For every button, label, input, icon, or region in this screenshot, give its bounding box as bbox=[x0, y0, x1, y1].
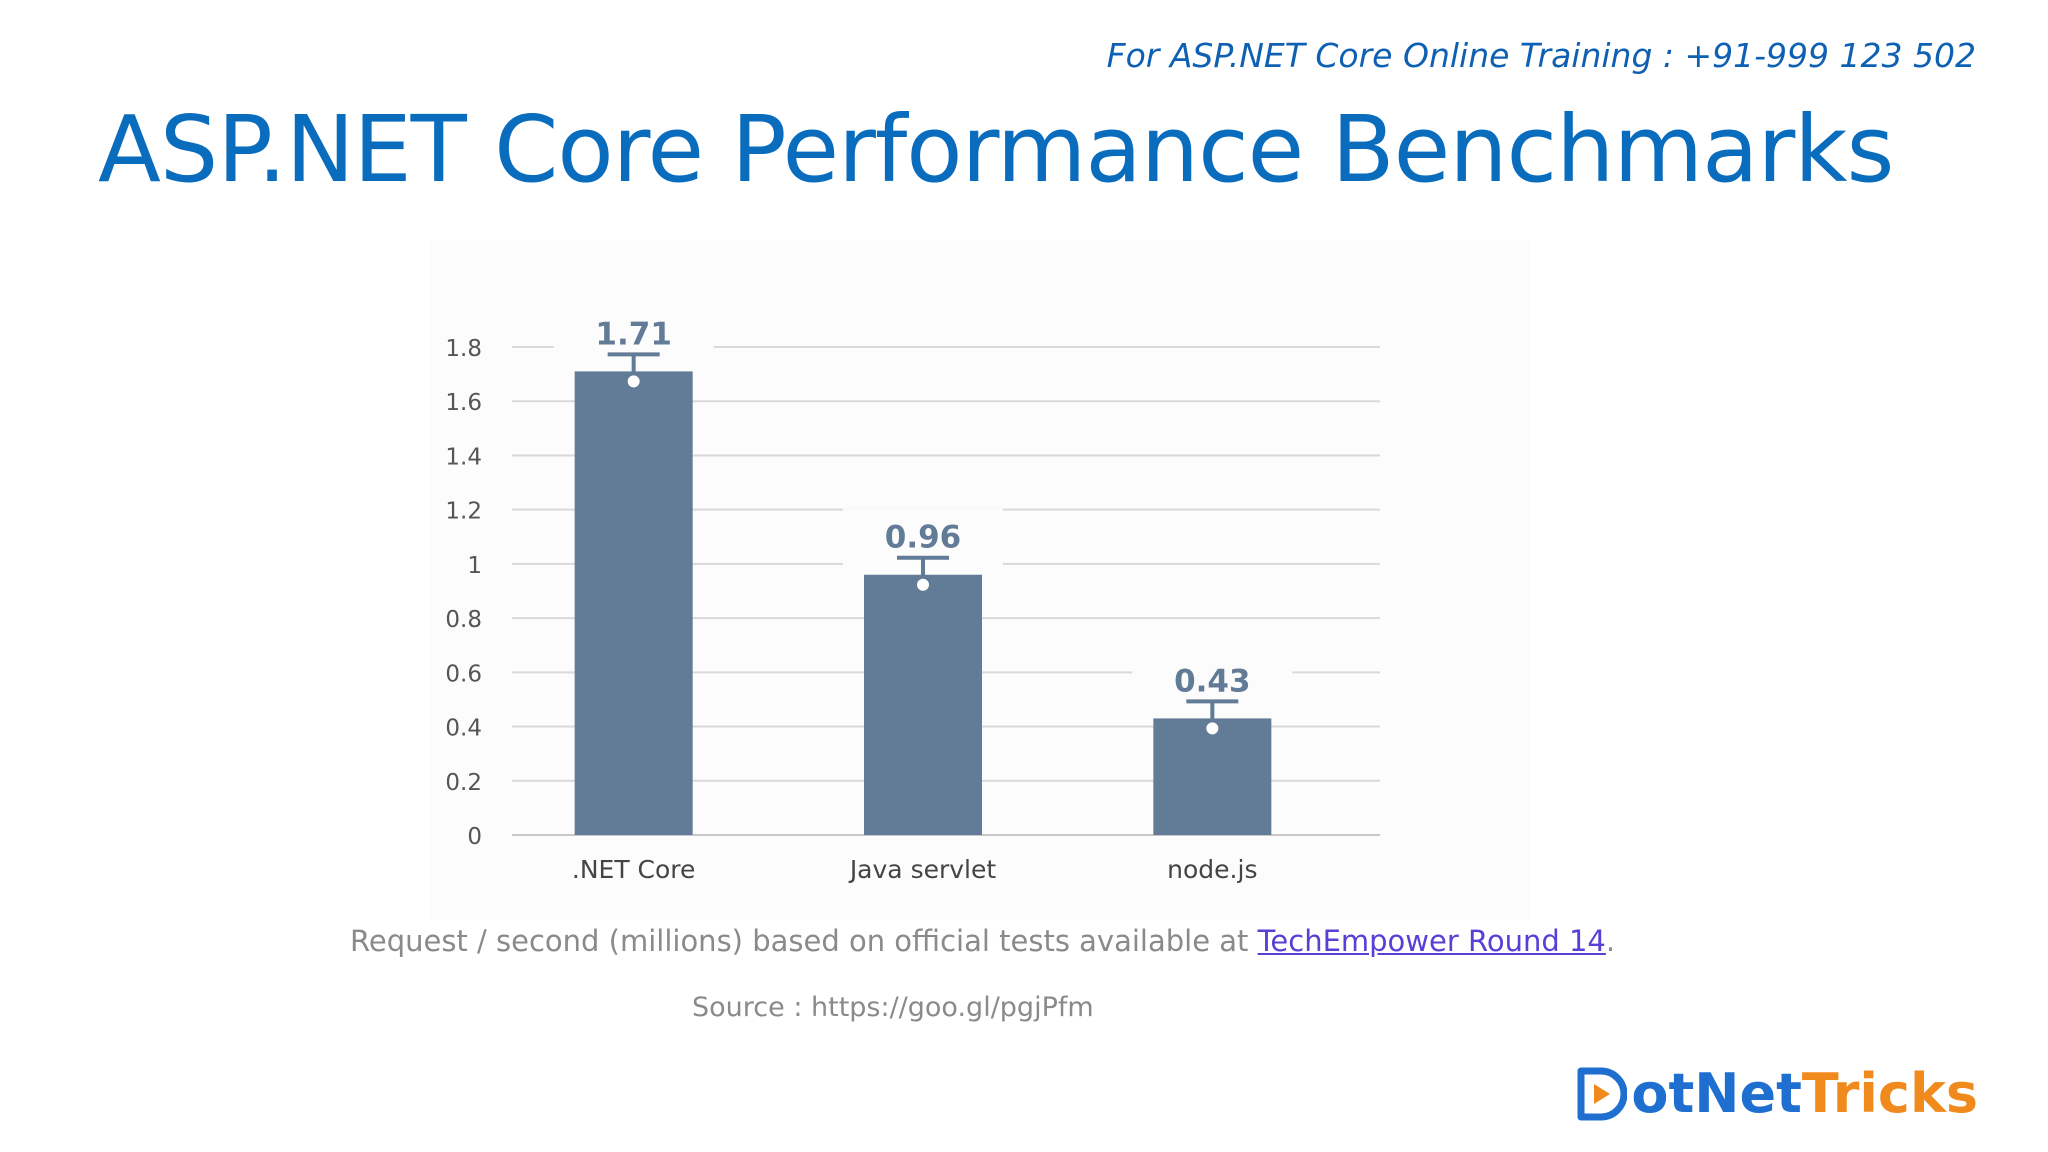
bar--net-core bbox=[574, 371, 693, 835]
bar-chart: 0 0.2 0.4 0.6 0.8 1 1.2 1.4 1.6 1.8 1.71 .NET Core 0… bbox=[445, 305, 1380, 884]
bar-marker-dot bbox=[623, 371, 644, 392]
techempower-link[interactable]: TechEmpower Round 14 bbox=[1257, 924, 1606, 958]
source-text: Source : https://goo.gl/pgjPfm bbox=[692, 992, 1094, 1023]
x-category-label: Java servlet bbox=[848, 855, 997, 884]
training-promo-text: For ASP.NET Core Online Training : +91-9… bbox=[1106, 36, 1976, 75]
data-label: 0.43 bbox=[1174, 663, 1251, 699]
caption-suffix: . bbox=[1605, 924, 1616, 958]
x-category-label: node.js bbox=[1167, 855, 1257, 884]
bar-marker-dot bbox=[913, 574, 933, 595]
logo-text-tricks: Tricks bbox=[1801, 1062, 1978, 1125]
logo-text-dotnet: otNet bbox=[1631, 1062, 1802, 1125]
x-category-label: .NET Core bbox=[572, 855, 696, 884]
chart-container: 0 0.2 0.4 0.6 0.8 1 1.2 1.4 1.6 1.8 1.71 .NET Core 0… bbox=[430, 240, 1530, 920]
y-tick-label: 1.8 bbox=[445, 336, 482, 362]
data-label: 1.71 bbox=[595, 316, 672, 352]
chart-caption: Request / second (millions) based on off… bbox=[350, 924, 1615, 958]
y-tick-label: 0 bbox=[467, 824, 482, 850]
play-d-icon bbox=[1577, 1067, 1628, 1120]
page-title: ASP.NET Core Performance Benchmarks bbox=[98, 96, 1894, 203]
data-label: 0.96 bbox=[885, 520, 962, 556]
caption-text: Request / second (millions) based on off… bbox=[350, 924, 1258, 958]
y-tick-label: 0.2 bbox=[445, 770, 482, 796]
y-tick-label: 0.8 bbox=[445, 607, 482, 633]
y-tick-label: 1.6 bbox=[445, 390, 482, 416]
y-tick-label: 1.2 bbox=[445, 499, 482, 525]
dotnettricks-logo: otNet Tricks bbox=[1577, 1062, 1978, 1125]
y-tick-label: 0.4 bbox=[445, 716, 482, 742]
bar-marker-dot bbox=[1202, 718, 1223, 739]
bar-java-servlet bbox=[864, 574, 982, 835]
y-tick-label: 0.6 bbox=[445, 661, 482, 687]
y-tick-label: 1 bbox=[467, 553, 482, 579]
y-tick-label: 1.4 bbox=[445, 444, 482, 470]
